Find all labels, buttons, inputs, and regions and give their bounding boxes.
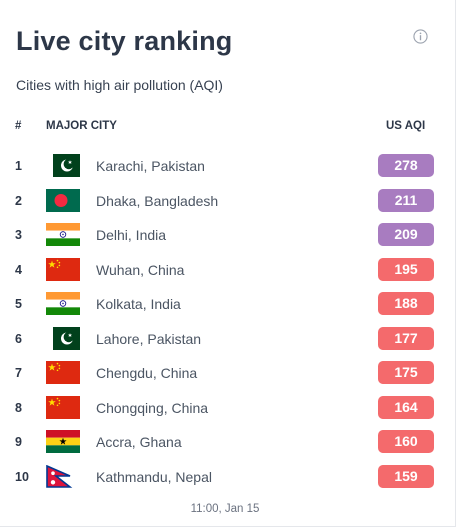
rank-number: 3 <box>15 228 22 242</box>
rank-number: 4 <box>15 262 22 277</box>
ranking-row[interactable]: 3 Delhi, India 209 <box>0 220 456 250</box>
india-flag-icon <box>46 223 80 246</box>
rank-number: 8 <box>15 400 22 415</box>
info-circle-icon[interactable] <box>413 29 428 44</box>
aqi-badge: 175 <box>378 361 434 384</box>
aqi-badge: 160 <box>378 430 434 453</box>
ranking-row[interactable]: 8 Chongqing, China 164 <box>0 393 456 423</box>
ranking-row[interactable]: 5 Kolkata, India 188 <box>0 289 456 319</box>
widget-title: Live city ranking <box>16 26 233 56</box>
rank-number: 10 <box>15 469 29 484</box>
column-header-aqi: US AQI <box>386 120 426 132</box>
widget-subtitle: Cities with high air pollution (AQI) <box>16 77 223 93</box>
city-name[interactable]: Karachi, Pakistan <box>96 158 205 174</box>
city-name[interactable]: Chengdu, China <box>96 365 198 381</box>
rank-number: 1 <box>15 159 22 173</box>
rank-number: 7 <box>15 366 22 380</box>
city-name[interactable]: Dhaka, Bangladesh <box>96 192 219 209</box>
pakistan-flag-icon <box>46 154 80 177</box>
aqi-badge: 211 <box>378 188 434 212</box>
china-flag-icon <box>46 257 80 281</box>
ranking-row[interactable]: 7 Chengdu, China 175 <box>0 358 456 388</box>
rank-number: 6 <box>15 331 22 346</box>
aqi-badge: 278 <box>378 154 434 177</box>
ranking-row[interactable]: 2 Dhaka, Bangladesh 211 <box>0 186 456 216</box>
china-flag-icon <box>46 361 80 384</box>
aqi-badge: 164 <box>378 395 434 419</box>
aqi-badge: 188 <box>378 292 434 315</box>
city-name[interactable]: Chongqing, China <box>96 399 209 416</box>
pakistan-flag-icon <box>46 326 80 350</box>
city-name[interactable]: Lahore, Pakistan <box>96 330 202 347</box>
city-name[interactable]: Accra, Ghana <box>96 434 182 450</box>
china-flag-icon <box>46 395 80 419</box>
india-flag-icon <box>46 292 80 315</box>
ranking-row[interactable]: 9 Accra, Ghana 160 <box>0 427 456 457</box>
bangladesh-flag-icon <box>46 188 80 212</box>
city-name[interactable]: Delhi, India <box>96 227 167 243</box>
aqi-badge: 159 <box>378 464 434 488</box>
column-header-city: MAJOR CITY <box>46 120 117 132</box>
aqi-badge: 195 <box>378 257 434 281</box>
aqi-badge: 177 <box>378 326 434 350</box>
update-timestamp: 11:00, Jan 15 <box>190 503 260 515</box>
ranking-row[interactable]: 6 Lahore, Pakistan 177 <box>0 324 456 354</box>
nepal-flag-icon <box>46 464 80 488</box>
city-name[interactable]: Kathmandu, Nepal <box>96 468 212 485</box>
rank-number: 9 <box>15 435 22 449</box>
rank-number: 2 <box>15 193 22 208</box>
ghana-flag-icon <box>46 430 80 453</box>
city-name[interactable]: Kolkata, India <box>96 296 181 312</box>
rank-number: 5 <box>15 297 22 311</box>
ranking-row[interactable]: 4 Wuhan, China 195 <box>0 255 456 285</box>
ranking-row[interactable]: 1 Karachi, Pakistan 278 <box>0 151 456 181</box>
city-name[interactable]: Wuhan, China <box>96 261 185 278</box>
ranking-row[interactable]: 10 Kathmandu, Nepal 159 <box>0 462 456 492</box>
column-header-rank: # <box>15 120 22 132</box>
aqi-badge: 209 <box>378 223 434 246</box>
